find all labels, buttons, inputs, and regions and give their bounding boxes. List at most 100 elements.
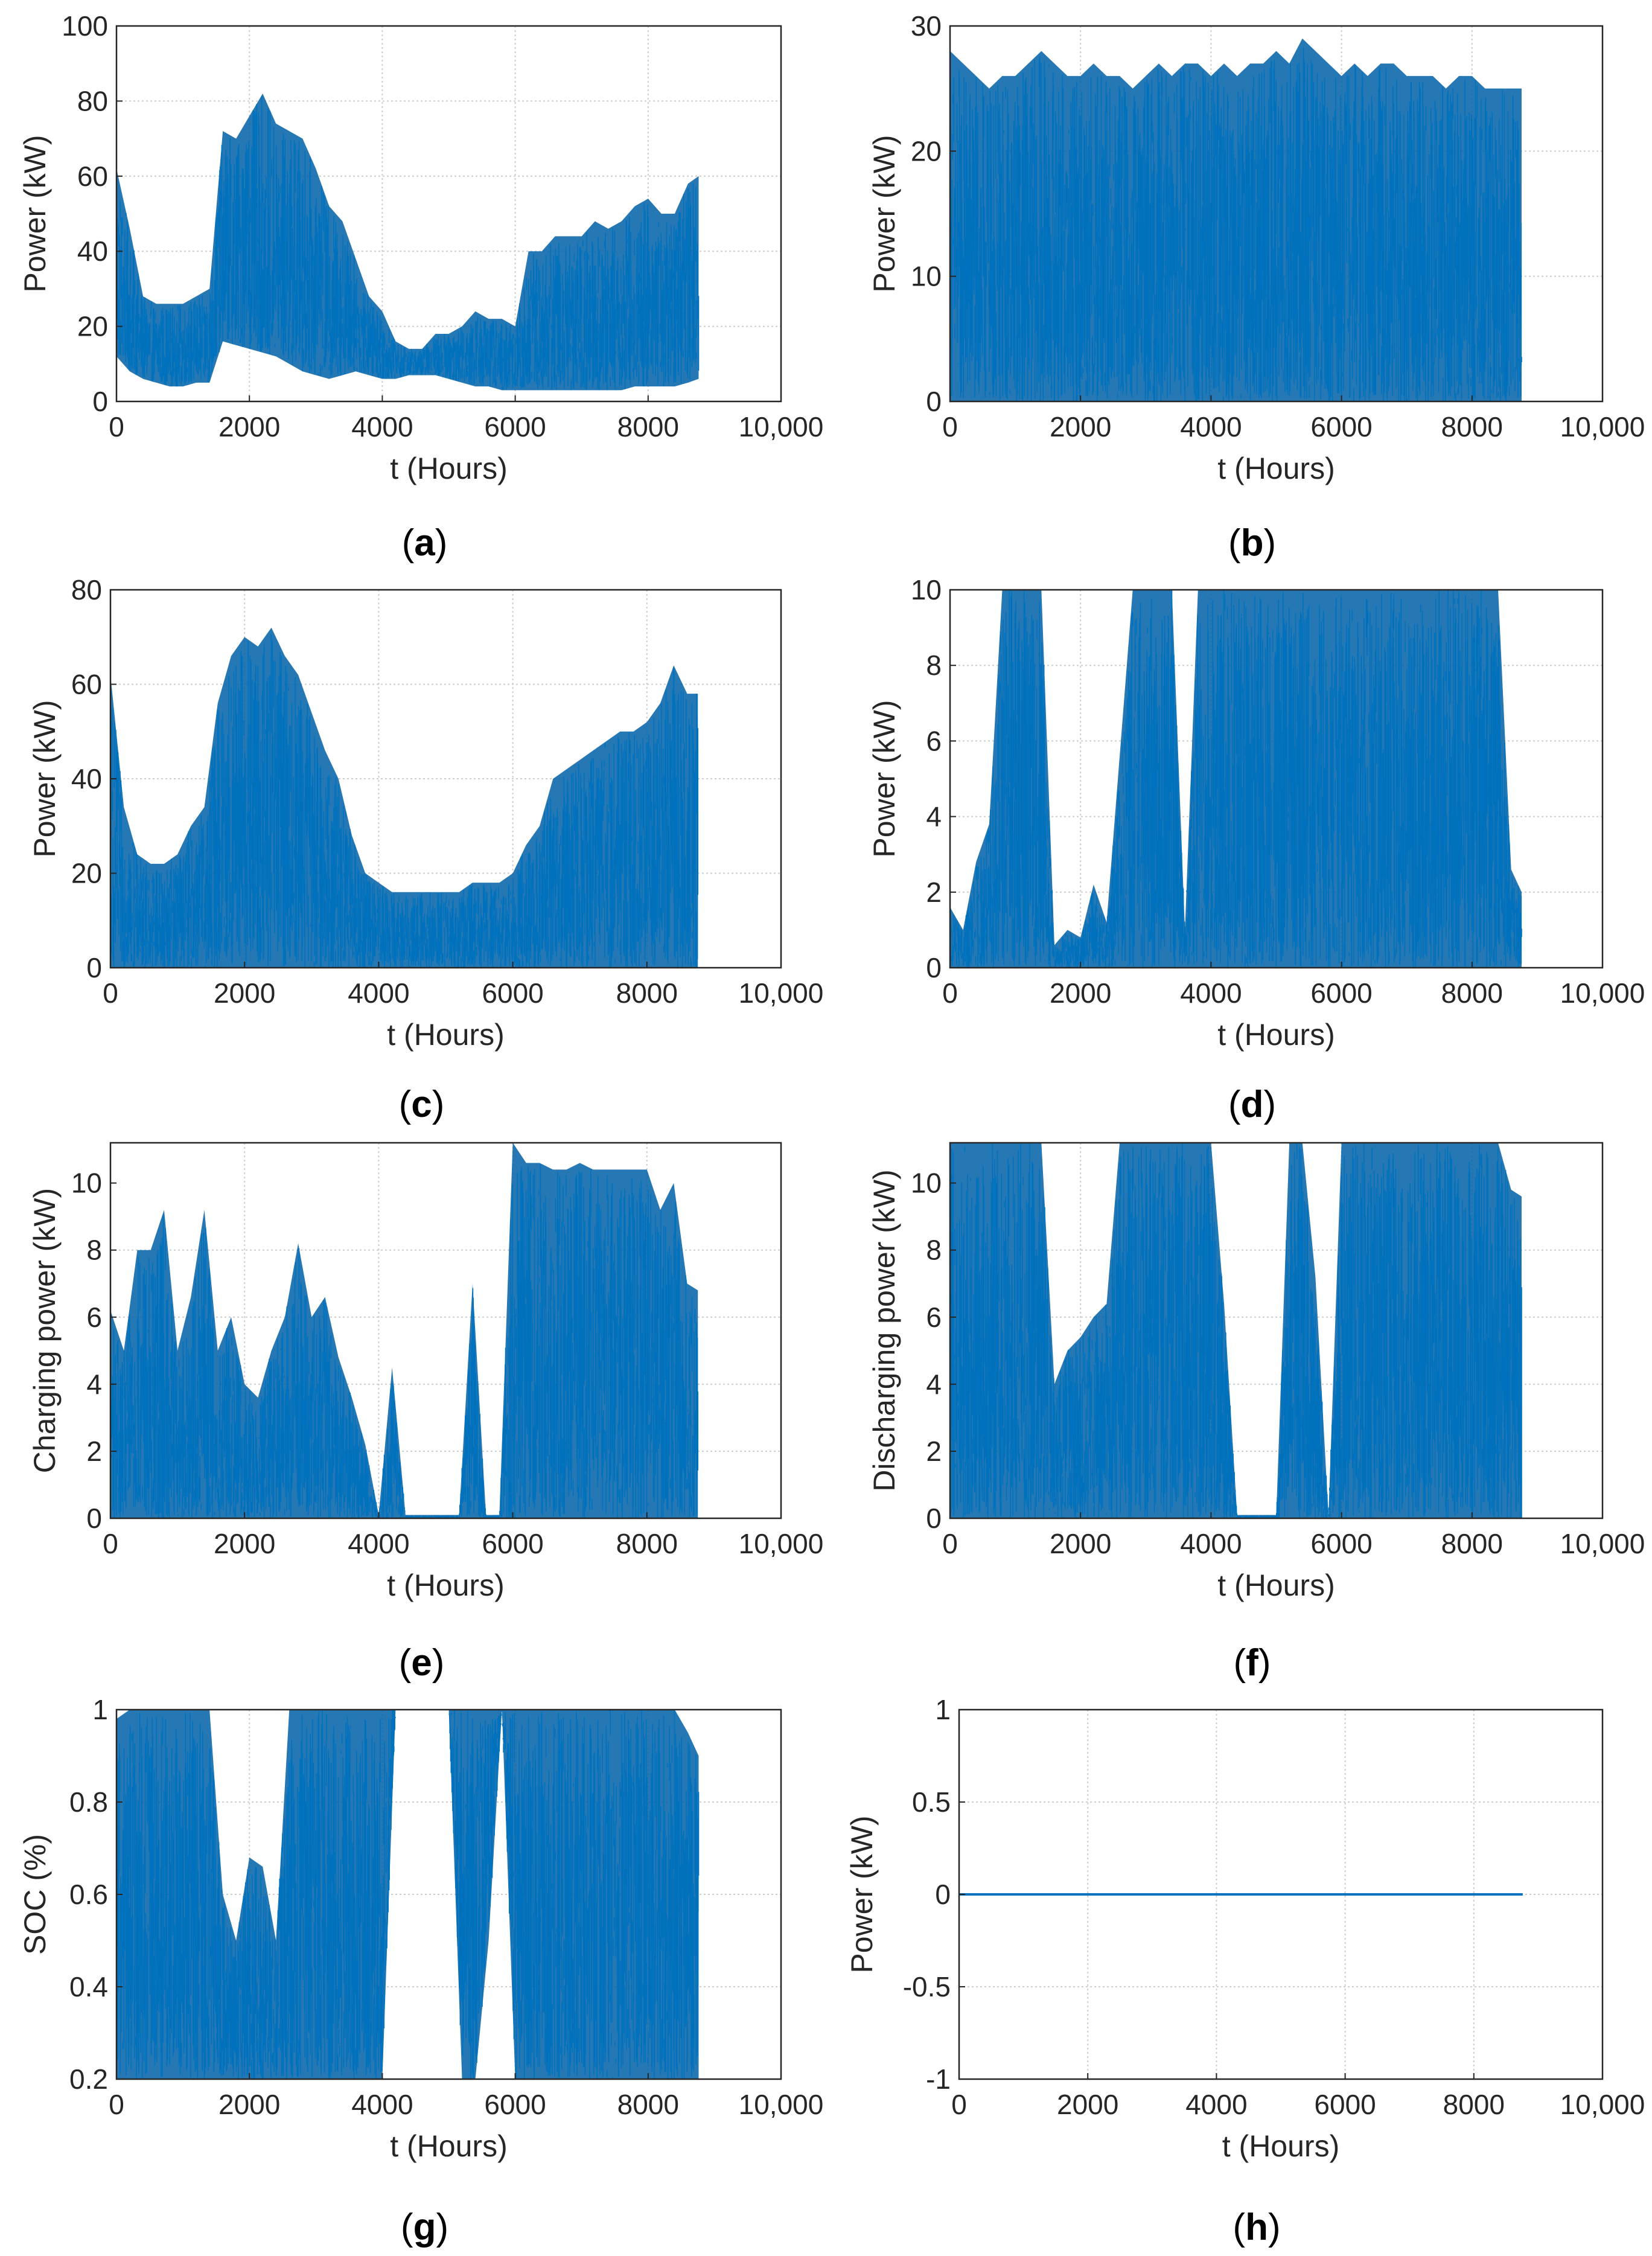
panel-a-series [116,93,700,391]
panel-g-x-tick-label: 4000 [351,2089,413,2120]
panel-d-axes-frame [949,589,1604,969]
panel-b: 0 2000 4000 6000 8000 10,000 0 10 20 30 t (Hours) P… [867,10,1645,564]
panel-a-x-tick-label: 6000 [484,411,546,443]
panel-b-y-tick-label: 30 [911,10,942,42]
panel-e-y-tick-label: 0 [86,1503,102,1534]
panel-b-x-tick-label: 10,000 [1560,411,1645,443]
panel-c-y-tick-label: 60 [71,669,102,700]
panel-g-x-tick-label: 2000 [218,2089,280,2120]
panel-a: 0 2000 4000 6000 8000 10,000 0 20 40 60 80 100 t (Ho… [18,10,823,564]
panel-b-x-tick-label: 2000 [1050,411,1111,443]
panel-c-y-tick-label: 20 [71,858,102,889]
panel-d-caption-letter: d [1241,1084,1264,1125]
panel-h-x-tick-label: 2000 [1057,2089,1118,2120]
panel-e-x-axis-label: t (Hours) [387,1568,504,1602]
panel-c-y-tick-label: 40 [71,763,102,794]
panel-d-y-tick-label: 6 [926,725,942,756]
panel-e-y-tick-label: 4 [86,1369,102,1400]
panel-c-caption-letter: c [411,1084,432,1125]
panel-c-x-tick-label: 2000 [214,977,275,1009]
panel-e-x-tick-label: 4000 [348,1528,409,1559]
panel-d-x-tick-label: 10,000 [1560,977,1645,1009]
panel-e-y-tick-label: 8 [86,1235,102,1266]
panel-a-y-tick-label: 20 [77,311,108,342]
panel-h-x-tick-label: 8000 [1443,2089,1505,2120]
panel-e-x-tick-label: 10,000 [739,1528,824,1559]
panel-b-caption-letter: b [1241,522,1264,564]
panel-h-y-tick-label: 0 [935,1879,951,1910]
panel-d-y-tick-label: 10 [911,574,942,606]
panel-h-x-tick-label: 4000 [1185,2089,1247,2120]
panel-c-x-tick-label: 10,000 [739,977,824,1009]
panel-h-y-tick-label: -0.5 [903,1971,951,2002]
panel-g-y-tick-label: 1 [92,1694,108,1725]
panel-g-series [116,1710,700,2079]
panel-c-y-tick-label: 0 [86,952,102,983]
panel-c-y-axis-label: Power (kW) [28,700,62,857]
panel-h-caption-letter: h [1245,2206,1268,2248]
panel-g-caption: (g) [401,2206,448,2248]
panel-d-y-tick-label: 0 [926,952,942,983]
panel-b-x-tick-label: 8000 [1441,411,1503,443]
panel-a-y-tick-label: 80 [77,85,108,117]
panel-e-y-axis-label: Charging power (kW) [28,1188,62,1473]
panel-a-x-tick-label: 10,000 [739,411,824,443]
panel-a-x-tick-label: 4000 [351,411,413,443]
panel-b-x-tick-label: 6000 [1310,411,1372,443]
panel-a-caption-letter: a [414,522,435,564]
panel-d-x-tick-label: 8000 [1441,977,1503,1009]
panel-d-y-tick-label: 4 [926,801,942,832]
panel-b-y-tick-label: 20 [911,135,942,167]
panel-h-y-tick-label: -1 [926,2063,951,2095]
panel-d-x-tick-label: 2000 [1050,977,1111,1009]
panel-g: 0 2000 4000 6000 8000 10,000 0.2 0.4 0.6 0.8 1 t (H… [18,1694,823,2248]
panel-e-x-tick-label: 2000 [214,1528,275,1559]
panel-b-x-tick-label: 4000 [1180,411,1242,443]
panel-c-x-tick-label: 0 [103,977,118,1009]
panel-g-caption-letter: g [413,2206,436,2248]
panel-e-series-spikes [110,1164,698,1518]
panel-c-x-tick-label: 6000 [482,977,543,1009]
panel-f-x-tick-label: 8000 [1441,1528,1503,1559]
panel-c-y-tick-label: 80 [71,574,102,606]
panel-b-x-tick-label: 0 [942,411,958,443]
panel-a-series-spikes [116,95,700,391]
panel-e-series [110,1143,698,1518]
panel-d-x-tick-label: 0 [942,977,958,1009]
panel-e-x-tick-label: 8000 [616,1528,678,1559]
panel-d-x-tick-label: 4000 [1180,977,1242,1009]
panel-h-caption: (h) [1233,2206,1280,2248]
panel-e-x-tick-label: 6000 [482,1528,543,1559]
panel-f-x-tick-label: 2000 [1050,1528,1111,1559]
panel-a-y-tick-label: 60 [77,161,108,192]
panel-f-x-tick-label: 4000 [1180,1528,1242,1559]
panel-g-y-tick-label: 0.6 [69,1879,108,1910]
panel-g-y-tick-label: 0.8 [69,1786,108,1818]
panel-g-x-tick-label: 6000 [484,2089,546,2120]
panel-f-y-tick-label: 8 [926,1235,942,1266]
panel-g-x-tick-label: 0 [109,2089,124,2120]
panel-c-x-tick-label: 8000 [616,977,678,1009]
panel-h-x-axis-label: t (Hours) [1222,2129,1339,2163]
panel-d-series [950,590,1522,968]
panel-f-y-tick-label: 6 [926,1302,942,1333]
panel-b-y-axis-label: Power (kW) [867,135,901,292]
panel-f-y-tick-label: 2 [926,1436,942,1467]
panel-d-x-axis-label: t (Hours) [1217,1018,1335,1052]
panel-f-y-tick-label: 10 [911,1168,942,1199]
panel-f: 0 2000 4000 6000 8000 10,000 0 2 4 6 8 10 t (Hours) D… [867,1142,1645,1684]
panel-f-x-tick-label: 10,000 [1560,1528,1645,1559]
panel-e-x-tick-label: 0 [103,1528,118,1559]
panel-a-x-tick-label: 2000 [218,411,280,443]
panel-e: 0 2000 4000 6000 8000 10,000 0 2 4 6 8 10 t (Hours) C… [28,1142,824,1684]
panel-c-series-spikes [110,634,698,968]
panel-f-x-axis-label: t (Hours) [1217,1568,1335,1602]
panel-d-y-axis-label: Power (kW) [867,700,901,857]
panel-e-axes-frame [109,1142,782,1519]
panel-h-y-axis-label: Power (kW) [845,1815,879,1973]
panel-h-x-tick-label: 0 [951,2089,967,2120]
panel-h-x-tick-label: 10,000 [1560,2089,1645,2120]
panel-f-axes-frame [949,1142,1604,1519]
panel-c-series [110,627,698,968]
panel-b-series-spikes [950,47,1522,401]
